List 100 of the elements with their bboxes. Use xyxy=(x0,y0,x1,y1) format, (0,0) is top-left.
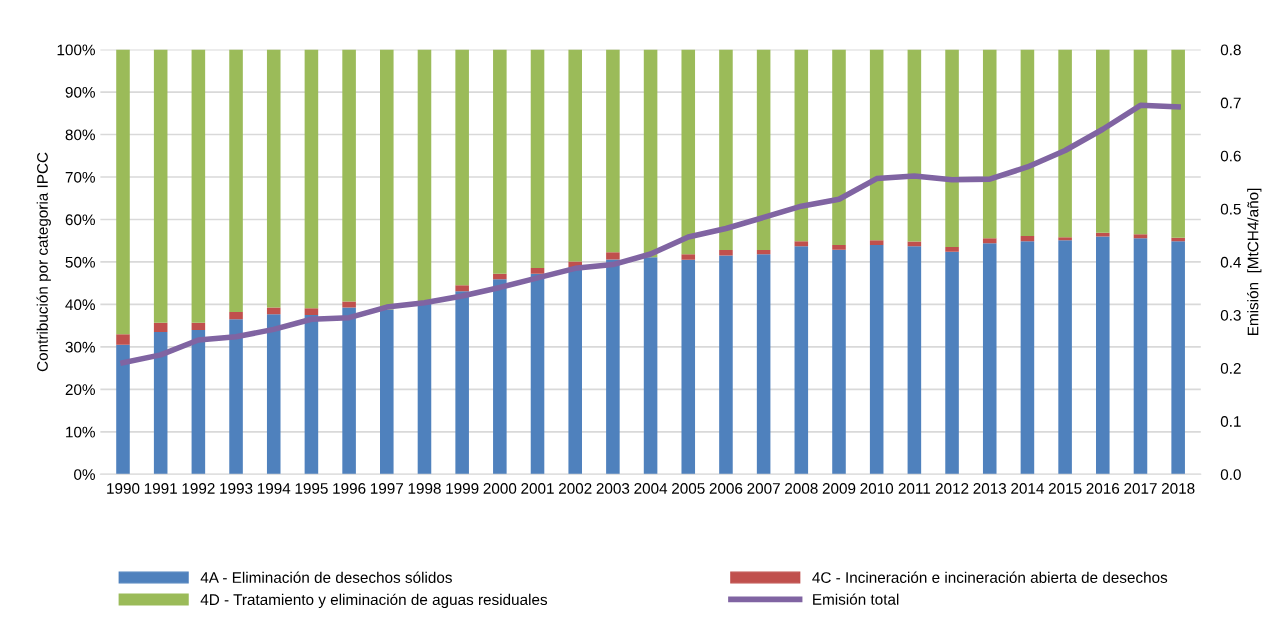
bar xyxy=(1171,241,1185,475)
bar xyxy=(643,257,658,475)
bar xyxy=(493,273,507,280)
x-tick-label: 2007 xyxy=(747,483,780,494)
legend-label: 4D - Tratamiento y eliminación de aguas residuales xyxy=(200,593,548,609)
x-tick-label: 1998 xyxy=(408,483,441,494)
bar xyxy=(832,49,846,245)
bar xyxy=(380,49,394,310)
bar xyxy=(794,241,809,247)
x-tick-label: 1992 xyxy=(182,483,215,494)
bar xyxy=(756,49,771,251)
x-tick-label: 1994 xyxy=(257,483,291,494)
x-tick-label: 2005 xyxy=(672,483,705,494)
bar xyxy=(869,244,884,475)
bar xyxy=(681,49,696,255)
bar xyxy=(493,49,507,274)
legend-label: 4A - Eliminación de desechos sólidos xyxy=(200,571,452,583)
bar xyxy=(794,49,809,242)
y2-tick-label: 0.6 xyxy=(1220,150,1241,162)
x-tick-label: 2009 xyxy=(822,483,856,494)
bar xyxy=(530,273,545,475)
x-tick-label: 2017 xyxy=(1124,483,1157,494)
y-tick-label: 80% xyxy=(65,129,95,141)
y-tick-label: 50% xyxy=(65,256,95,268)
bar xyxy=(1020,241,1035,475)
bar xyxy=(1096,236,1110,475)
y-tick-label: 100% xyxy=(57,44,95,56)
y-tick-label: 20% xyxy=(65,384,95,396)
x-tick-label: 1993 xyxy=(220,483,253,494)
bar xyxy=(568,267,582,475)
x-tick-label: 2000 xyxy=(483,483,517,494)
bar xyxy=(1133,234,1148,239)
bar xyxy=(266,314,281,475)
bar xyxy=(982,243,997,475)
x-tick-label: 2013 xyxy=(973,483,1007,494)
bar xyxy=(794,246,809,475)
bar xyxy=(1058,237,1072,241)
bar xyxy=(229,312,243,320)
legend-label: Emisión total xyxy=(813,593,899,605)
y-axis-title: Contribución por categoria IPCC xyxy=(36,152,51,372)
bar xyxy=(1020,236,1035,242)
x-tick-label: 2018 xyxy=(1161,483,1195,494)
x-tick-label: 2003 xyxy=(596,483,630,494)
bar xyxy=(945,251,959,475)
bar xyxy=(681,254,696,260)
bar xyxy=(530,267,545,274)
bar xyxy=(455,291,469,475)
x-tick-label: 1999 xyxy=(446,483,479,494)
bar xyxy=(116,344,130,475)
y2-tick-label: 0.0 xyxy=(1220,469,1241,480)
y2-tick-label: 0.1 xyxy=(1220,416,1241,427)
x-tick-label: 2014 xyxy=(1011,483,1044,494)
bar xyxy=(153,322,168,333)
x-tick-label: 2015 xyxy=(1048,483,1082,494)
y-tick-label: 90% xyxy=(65,86,95,98)
bar xyxy=(832,244,846,250)
bar xyxy=(116,49,130,335)
bar xyxy=(153,49,168,323)
y-tick-label: 0% xyxy=(74,469,95,480)
bar xyxy=(643,49,658,258)
x-tick-label: 2002 xyxy=(558,483,592,494)
bar xyxy=(719,255,733,475)
bar xyxy=(869,49,884,241)
bar xyxy=(455,285,469,292)
bar xyxy=(681,259,696,475)
bar xyxy=(982,49,997,239)
bar xyxy=(229,49,243,313)
y2-tick-label: 0.8 xyxy=(1220,44,1241,56)
bar xyxy=(266,307,281,315)
x-tick-label: 2006 xyxy=(709,483,743,494)
bar xyxy=(945,49,959,248)
x-tick-label: 1991 xyxy=(144,483,177,494)
x-tick-label: 1997 xyxy=(370,483,404,494)
bar xyxy=(982,238,997,244)
x-tick-label: 2016 xyxy=(1086,483,1120,494)
bar xyxy=(945,247,959,252)
bar xyxy=(756,250,771,255)
bar xyxy=(756,254,771,475)
bar xyxy=(719,49,733,251)
bar xyxy=(832,249,846,475)
y2-tick-label: 0.4 xyxy=(1220,256,1242,268)
bar xyxy=(191,49,206,323)
bar xyxy=(1171,237,1185,242)
bar xyxy=(191,322,206,330)
bar xyxy=(1020,49,1035,237)
bar xyxy=(342,307,356,475)
x-tick-label: 1990 xyxy=(107,483,140,494)
bar xyxy=(907,49,922,242)
legend-label: 4C - Incineración e incineración abierta de desechos xyxy=(812,571,1168,583)
y-tick-label: 10% xyxy=(66,426,95,438)
bar xyxy=(342,301,356,308)
x-tick-label: 1995 xyxy=(295,483,328,494)
bar xyxy=(1058,240,1072,475)
x-tick-label: 2012 xyxy=(935,483,969,494)
y-tick-label: 40% xyxy=(65,299,95,311)
bar xyxy=(1171,49,1185,238)
bar xyxy=(304,49,319,309)
bar xyxy=(342,49,356,302)
bar xyxy=(304,315,319,475)
bar xyxy=(304,308,319,316)
